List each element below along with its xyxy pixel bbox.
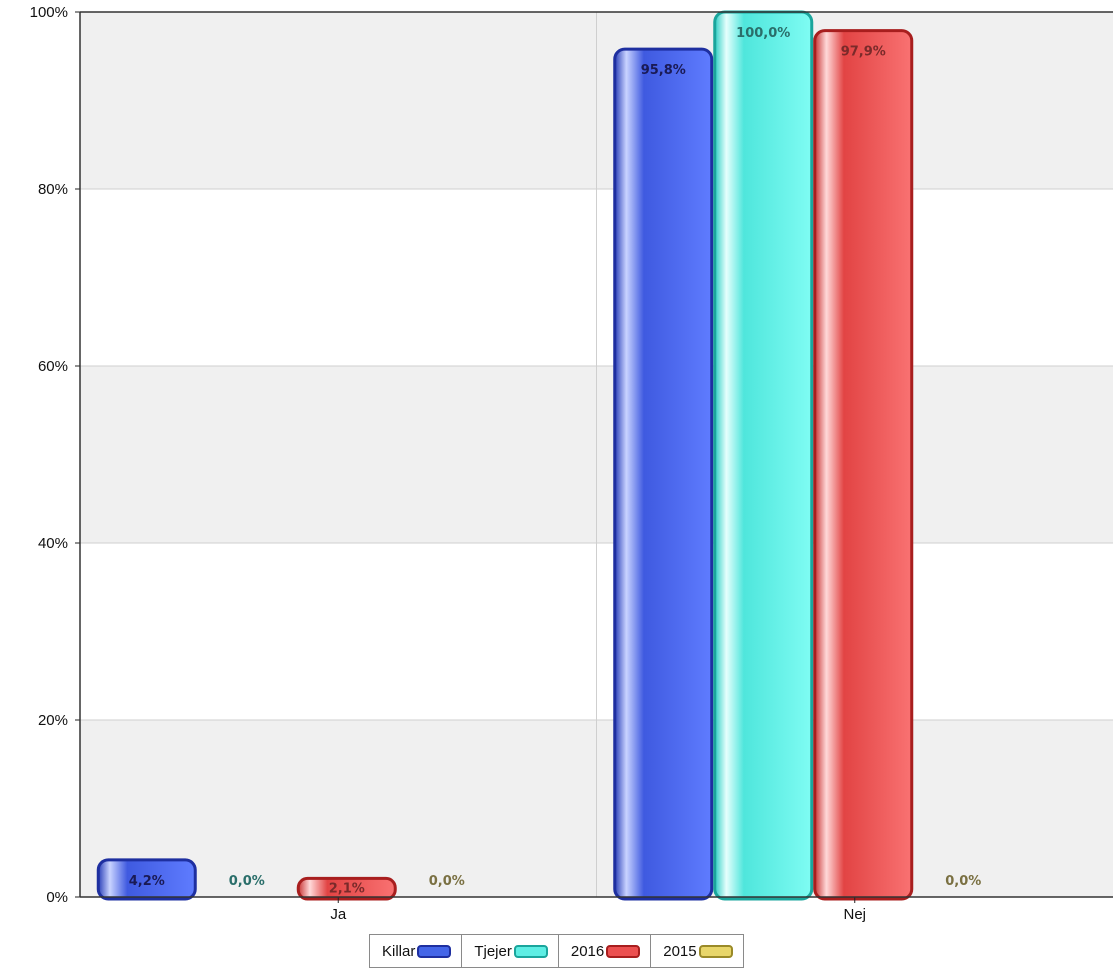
legend: Killar Tjejer 2016 2015 [369,934,744,968]
x-tick-label: Ja [330,906,347,923]
legend-item: 2015 [651,935,742,967]
y-tick-label: 60% [38,358,68,375]
legend-item: Killar [370,935,463,967]
data-label: 100,0% [736,26,790,41]
data-label: 97,9% [841,45,886,60]
legend-swatch [417,944,452,958]
legend-swatch [698,944,733,958]
bar [96,858,197,901]
y-tick-label: 100% [30,4,68,21]
y-tick-label: 20% [38,712,68,729]
legend-label: 2016 [570,942,605,960]
data-label: 0,0% [945,874,981,889]
legend-item: Tjejer [462,935,559,967]
x-tick-label: Nej [843,906,866,923]
bar [713,10,814,901]
data-label: 4,2% [129,874,165,889]
legend-label: Tjejer [474,942,512,960]
legend-label: Killar [382,942,416,960]
data-label: 0,0% [229,874,265,889]
legend-swatch [606,944,641,958]
y-tick-label: 0% [46,889,68,906]
y-tick-label: 80% [38,181,68,198]
bar [613,47,714,901]
bar-chart: 0% 20% 40% 60% 80% 100% Ja Nej 4,2% 0,0% 2,1% 0,0%… [30,4,1113,923]
bar [296,876,397,901]
legend-item: 2016 [559,935,652,967]
legend-label: 2015 [663,942,697,960]
data-label: 2,1% [329,882,365,897]
legend-swatch [513,944,548,958]
y-tick-label: 40% [38,535,68,552]
data-label: 0,0% [429,874,465,889]
data-label: 95,8% [641,63,686,78]
bar [813,29,914,901]
